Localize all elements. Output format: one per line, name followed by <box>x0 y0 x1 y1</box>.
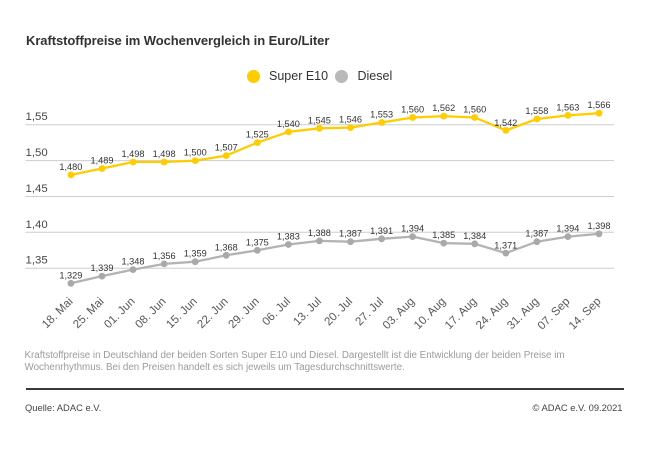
svg-text:1,55: 1,55 <box>26 111 48 123</box>
svg-text:1,545: 1,545 <box>308 115 331 125</box>
svg-text:1,356: 1,356 <box>153 251 176 261</box>
svg-text:1,385: 1,385 <box>432 230 455 240</box>
svg-text:1,489: 1,489 <box>91 156 114 166</box>
svg-text:22. Jun: 22. Jun <box>195 295 231 331</box>
svg-text:1,368: 1,368 <box>215 242 238 252</box>
svg-text:1,507: 1,507 <box>215 143 238 153</box>
svg-text:01. Jun: 01. Jun <box>102 295 138 331</box>
svg-text:1,498: 1,498 <box>153 149 176 159</box>
svg-text:1,500: 1,500 <box>184 148 207 158</box>
svg-text:03. Aug: 03. Aug <box>380 295 417 332</box>
svg-text:14. Sep: 14. Sep <box>566 295 603 332</box>
svg-text:1,480: 1,480 <box>59 162 82 172</box>
svg-text:1,35: 1,35 <box>26 255 48 267</box>
svg-text:1,394: 1,394 <box>401 224 424 234</box>
svg-text:1,383: 1,383 <box>277 232 300 242</box>
svg-text:1,387: 1,387 <box>339 229 362 239</box>
svg-text:1,359: 1,359 <box>184 249 207 259</box>
svg-text:24. Aug: 24. Aug <box>473 295 510 332</box>
svg-text:1,50: 1,50 <box>26 147 48 159</box>
svg-text:18. Mai: 18. Mai <box>39 295 75 331</box>
svg-text:10. Aug: 10. Aug <box>411 295 448 332</box>
svg-text:1,388: 1,388 <box>308 228 331 238</box>
svg-text:1,339: 1,339 <box>91 263 114 273</box>
svg-text:1,525: 1,525 <box>246 130 269 140</box>
svg-text:1,394: 1,394 <box>556 224 579 234</box>
svg-text:1,558: 1,558 <box>525 106 548 116</box>
svg-text:20. Jul: 20. Jul <box>322 295 355 328</box>
svg-text:1,563: 1,563 <box>556 102 579 112</box>
svg-text:1,546: 1,546 <box>339 115 362 125</box>
svg-text:1,40: 1,40 <box>26 219 48 231</box>
svg-text:1,562: 1,562 <box>432 103 455 113</box>
svg-text:1,384: 1,384 <box>463 231 486 241</box>
svg-text:1,348: 1,348 <box>122 257 145 267</box>
svg-text:25. Mai: 25. Mai <box>71 295 107 331</box>
svg-text:31. Aug: 31. Aug <box>505 295 542 332</box>
svg-text:07. Sep: 07. Sep <box>535 295 572 332</box>
svg-text:13. Jul: 13. Jul <box>291 295 324 328</box>
svg-text:15. Jun: 15. Jun <box>164 295 200 331</box>
svg-text:29. Jun: 29. Jun <box>226 295 262 331</box>
svg-text:1,329: 1,329 <box>59 270 82 280</box>
svg-text:08. Jun: 08. Jun <box>133 295 169 331</box>
svg-text:17. Aug: 17. Aug <box>442 295 479 332</box>
svg-text:06. Jul: 06. Jul <box>260 295 293 328</box>
svg-text:1,560: 1,560 <box>401 105 424 115</box>
svg-text:1,498: 1,498 <box>122 149 145 159</box>
svg-text:1,375: 1,375 <box>246 237 269 247</box>
svg-text:1,387: 1,387 <box>525 229 548 239</box>
svg-text:1,371: 1,371 <box>494 241 517 251</box>
svg-text:1,398: 1,398 <box>588 221 611 231</box>
svg-text:1,391: 1,391 <box>370 226 393 236</box>
svg-text:1,540: 1,540 <box>277 119 300 129</box>
svg-text:1,566: 1,566 <box>588 100 611 110</box>
svg-text:1,542: 1,542 <box>494 118 517 128</box>
svg-text:1,560: 1,560 <box>463 105 486 115</box>
svg-text:1,553: 1,553 <box>370 110 393 120</box>
svg-text:1,45: 1,45 <box>26 183 48 195</box>
